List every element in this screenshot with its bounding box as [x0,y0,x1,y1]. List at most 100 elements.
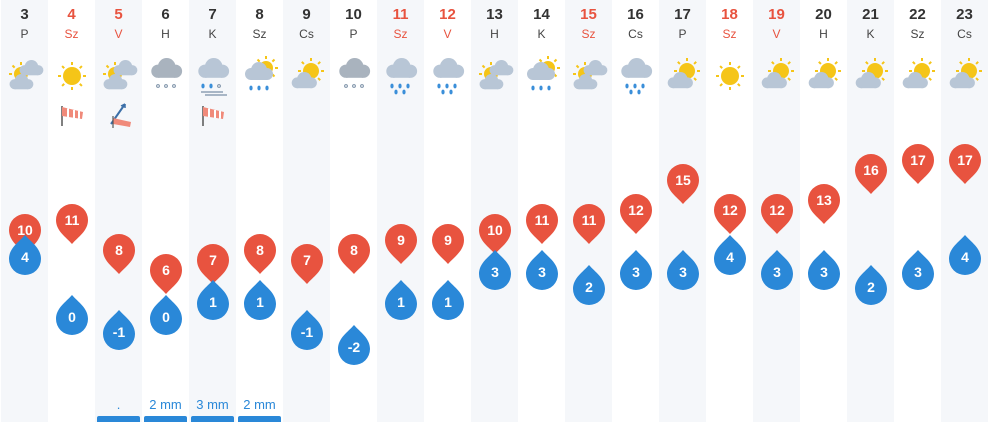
low-temp-value: 1 [256,294,264,310]
low-temp-value: 0 [68,309,76,325]
low-temp-value: 2 [585,279,593,295]
low-temp-value: 1 [397,294,405,310]
precipitation-bar [191,416,234,422]
high-temp-value: 12 [769,202,785,218]
day-of-week: P [678,27,687,41]
high-temp-value: 10 [487,222,503,238]
high-temp-marker: 8 [102,234,136,274]
day-date: 15 [580,6,597,23]
rain-cloud-icon [428,56,468,96]
sun-behind-cloud-icon [757,56,797,96]
day-date: 4 [67,6,76,23]
day-column[interactable]: 22 Sz 17 3 [894,0,941,422]
low-temp-marker: 3 [478,250,512,290]
day-column[interactable]: 21 K 16 2 [847,0,894,422]
high-temp-marker: 9 [431,224,465,264]
low-temp-marker: -1 [102,310,136,350]
high-temp-marker: 7 [196,244,230,284]
low-temp-value: 4 [726,249,734,265]
windsock-icon [58,102,86,128]
low-temp-marker: 3 [619,250,653,290]
day-column[interactable]: 13 H 10 3 [471,0,518,422]
low-temp-value: 3 [820,264,828,280]
low-temp-value: -2 [347,339,361,355]
day-column[interactable]: 18 Sz 12 4 [706,0,753,422]
day-column[interactable]: 14 K 11 3 [518,0,565,422]
day-column[interactable]: 3 P 10 4 [1,0,48,422]
high-temp-marker: 12 [713,194,747,234]
sun-rain-cloud-icon [522,56,562,96]
day-date: 19 [768,6,785,23]
day-column[interactable]: 9 Cs 7 -1 [283,0,330,422]
day-column[interactable]: 7 K 7 1 3 mm [189,0,236,422]
day-column[interactable]: 8 Sz 8 1 2 mm [236,0,283,422]
low-temp-value: 4 [21,249,29,265]
day-column[interactable]: 6 H 6 0 2 mm [142,0,189,422]
sun-behind-cloud-icon [851,56,891,96]
day-of-week: K [208,27,217,41]
sun-icon [52,56,92,96]
day-date: 16 [627,6,644,23]
windsock-icon [199,102,227,128]
high-temp-value: 13 [816,192,832,208]
high-temp-value: 12 [722,202,738,218]
day-column[interactable]: 23 Cs 17 4 [941,0,988,422]
day-of-week: V [443,27,452,41]
high-temp-value: 10 [17,222,33,238]
snow-cloud-icon [334,56,374,96]
low-temp-marker: 0 [55,295,89,335]
low-temp-value: 1 [444,294,452,310]
high-temp-value: 7 [303,252,311,268]
low-temp-value: 3 [773,264,781,280]
low-temp-value: 3 [679,264,687,280]
high-temp-marker: 16 [854,154,888,194]
high-temp-marker: 12 [760,194,794,234]
day-date: 13 [486,6,503,23]
low-temp-marker: 4 [948,235,982,275]
day-column[interactable]: 20 H 13 3 [800,0,847,422]
day-date: 18 [721,6,738,23]
low-temp-marker: 3 [901,250,935,290]
day-column[interactable]: 5 V 8 -1. [95,0,142,422]
day-of-week: Sz [910,27,925,41]
day-column[interactable]: 17 P 15 3 [659,0,706,422]
day-date: 23 [956,6,973,23]
low-temp-marker: -1 [290,310,324,350]
day-date: 12 [439,6,456,23]
partly-cloudy-icon [5,56,45,96]
day-date: 9 [302,6,311,23]
sun-icon [710,56,750,96]
precipitation-amount: . [116,397,121,412]
day-date: 22 [909,6,926,23]
day-of-week: Sz [581,27,596,41]
day-date: 21 [862,6,879,23]
day-column[interactable]: 15 Sz 11 2 [565,0,612,422]
day-of-week: P [349,27,358,41]
low-temp-marker: 2 [572,265,606,305]
day-of-week: Cs [628,27,643,41]
low-temp-marker: 0 [149,295,183,335]
day-column[interactable]: 10 P 8 -2 [330,0,377,422]
day-column[interactable]: 11 Sz 9 1 [377,0,424,422]
day-of-week: Sz [64,27,79,41]
day-of-week: V [114,27,123,41]
low-temp-value: 3 [632,264,640,280]
day-column[interactable]: 4 Sz 11 0 [48,0,95,422]
high-temp-value: 7 [209,252,217,268]
high-temp-marker: 9 [384,224,418,264]
precipitation-amount: 2 mm [149,397,182,412]
wind-gust-icon [105,102,133,128]
precipitation-bar [144,416,187,422]
day-column[interactable]: 12 V 9 1 [424,0,471,422]
high-temp-value: 17 [957,152,973,168]
day-date: 6 [161,6,170,23]
day-column[interactable]: 16 Cs 12 3 [612,0,659,422]
day-column[interactable]: 19 V 12 3 [753,0,800,422]
sun-behind-cloud-icon [945,56,985,96]
high-temp-value: 9 [397,232,405,248]
high-temp-value: 12 [628,202,644,218]
low-temp-marker: 3 [760,250,794,290]
day-date: 5 [114,6,123,23]
day-of-week: Cs [957,27,972,41]
